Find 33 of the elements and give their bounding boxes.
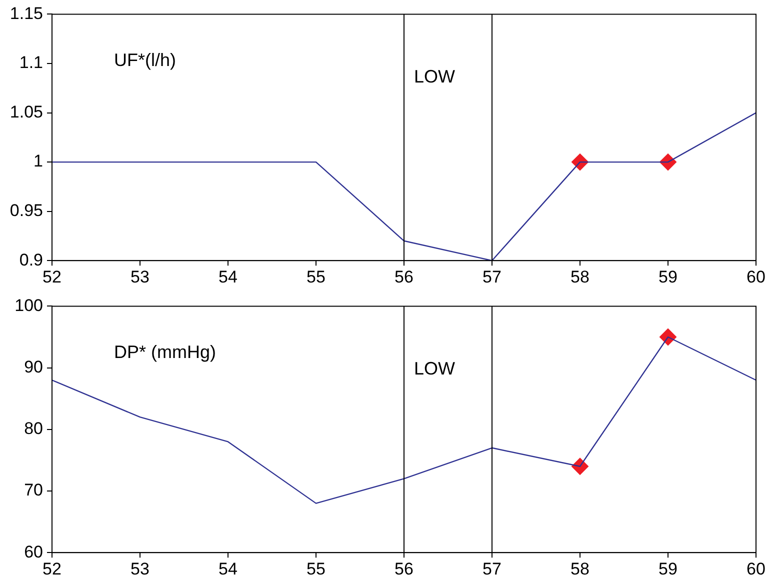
y-tick-label: 60 xyxy=(24,542,43,562)
y-tick-label: 1.1 xyxy=(19,53,43,72)
x-tick-label: 60 xyxy=(746,559,766,578)
y-tick-label: 1 xyxy=(34,152,43,171)
x-tick-label: 57 xyxy=(482,559,502,578)
y-tick-label: 80 xyxy=(24,419,43,438)
x-tick-label: 55 xyxy=(306,267,326,286)
x-tick-label: 55 xyxy=(306,559,326,578)
annotation: UF*(l/h) xyxy=(114,50,176,70)
x-tick-label: 56 xyxy=(394,559,414,578)
x-tick-label: 57 xyxy=(482,267,502,286)
ref-line-label: LOW xyxy=(414,66,456,86)
y-tick-label: 0.9 xyxy=(19,250,43,270)
x-tick-label: 53 xyxy=(130,559,150,578)
y-tick-label: 70 xyxy=(24,480,43,500)
y-tick-label: 90 xyxy=(24,357,43,376)
x-tick-label: 59 xyxy=(658,267,678,286)
x-tick-label: 58 xyxy=(570,267,590,286)
x-tick-label: 52 xyxy=(42,267,62,286)
annotation: DP* (mmHg) xyxy=(114,342,216,362)
y-tick-label: 1.15 xyxy=(10,4,43,23)
y-tick-label: 1.05 xyxy=(10,102,43,122)
y-tick-label: 0.95 xyxy=(10,201,43,220)
x-tick-label: 53 xyxy=(130,267,150,286)
x-tick-label: 56 xyxy=(394,267,414,286)
x-tick-label: 60 xyxy=(746,267,766,286)
x-tick-label: 58 xyxy=(570,559,590,578)
x-tick-label: 59 xyxy=(658,559,678,578)
y-tick-label: 100 xyxy=(14,296,43,315)
x-tick-label: 52 xyxy=(42,559,62,578)
x-tick-label: 54 xyxy=(218,559,238,578)
x-tick-label: 54 xyxy=(218,267,238,286)
ref-line-label: LOW xyxy=(414,358,456,378)
